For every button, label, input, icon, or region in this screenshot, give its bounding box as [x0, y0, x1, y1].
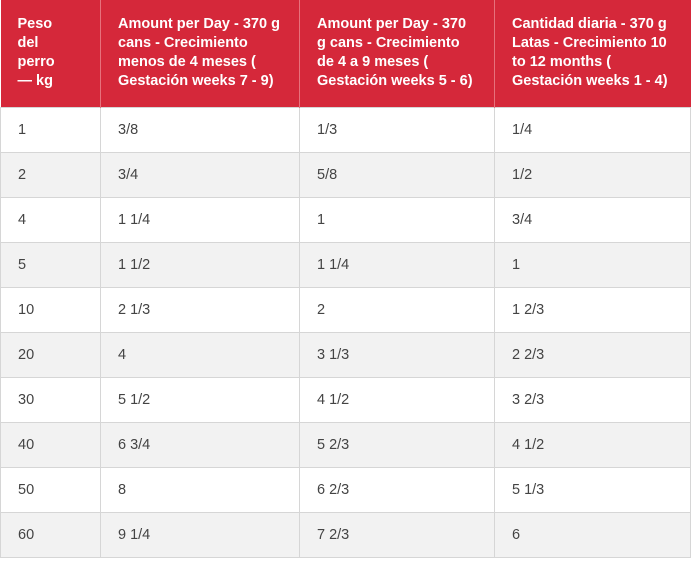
table-cell: 4	[100, 331, 300, 378]
table-cell: 9 1/4	[100, 511, 300, 558]
table-row: 30 5 1/2 4 1/2 3 2/3	[0, 376, 691, 423]
table-cell: 10	[0, 286, 101, 333]
table-cell: 7 2/3	[299, 511, 495, 558]
table-cell: 5	[0, 241, 101, 288]
table-cell: 60	[0, 511, 101, 558]
table-cell: 3 2/3	[494, 376, 691, 423]
table-cell: 1/3	[299, 106, 495, 153]
table-cell: 4	[0, 196, 101, 243]
table-cell: 1 2/3	[494, 286, 691, 333]
table-cell: 4 1/2	[494, 421, 691, 468]
table-cell: 8	[100, 466, 300, 513]
table-row: 20 4 3 1/3 2 2/3	[0, 331, 691, 378]
table-cell: 3/4	[494, 196, 691, 243]
table-cell: 1/4	[494, 106, 691, 153]
table-cell: 50	[0, 466, 101, 513]
table-row: 40 6 3/4 5 2/3 4 1/2	[0, 421, 691, 468]
table-cell: 3/4	[100, 151, 300, 198]
table-cell: 5/8	[299, 151, 495, 198]
table-cell: 3 1/3	[299, 331, 495, 378]
table-cell: 30	[0, 376, 101, 423]
table-row: 1 3/8 1/3 1/4	[0, 106, 691, 153]
table-cell: 1	[299, 196, 495, 243]
table-cell: 5 2/3	[299, 421, 495, 468]
table-cell: 1 1/4	[299, 241, 495, 288]
table-row: 10 2 1/3 2 1 2/3	[0, 286, 691, 333]
table-body: 1 3/8 1/3 1/4 2 3/4 5/8 1/2 4 1 1/4 1 3/4 5 1 1/2 1 1/…	[0, 106, 691, 558]
table-cell: 20	[0, 331, 101, 378]
table-cell: 40	[0, 421, 101, 468]
table-cell: 2 2/3	[494, 331, 691, 378]
table-cell: 1/2	[494, 151, 691, 198]
table-cell: 6 3/4	[100, 421, 300, 468]
table-row: 60 9 1/4 7 2/3 6	[0, 511, 691, 558]
table-cell: 6	[494, 511, 691, 558]
table-cell: 4 1/2	[299, 376, 495, 423]
table-cell: 1 1/4	[100, 196, 300, 243]
table-cell: 2	[0, 151, 101, 198]
header-cell: Amount per Day - 370 g cans - Crecimient…	[100, 0, 300, 107]
table-cell: 5 1/2	[100, 376, 300, 423]
table-cell: 2	[299, 286, 495, 333]
table-row: 2 3/4 5/8 1/2	[0, 151, 691, 198]
header-cell: Amount per Day - 370 g cans - Crecimient…	[299, 0, 495, 107]
table-cell: 1	[494, 241, 691, 288]
table-cell: 3/8	[100, 106, 300, 153]
table-cell: 5 1/3	[494, 466, 691, 513]
header-row: Peso del perro — kg Amount per Day - 370 …	[0, 0, 691, 107]
table-row: 50 8 6 2/3 5 1/3	[0, 466, 691, 513]
header-cell: Peso del perro — kg	[0, 0, 101, 107]
table-cell: 1 1/2	[100, 241, 300, 288]
table-cell: 6 2/3	[299, 466, 495, 513]
table-cell: 2 1/3	[100, 286, 300, 333]
table-cell: 1	[0, 106, 101, 153]
header-cell: Cantidad diaria - 370 g Latas - Crecimie…	[494, 0, 691, 107]
